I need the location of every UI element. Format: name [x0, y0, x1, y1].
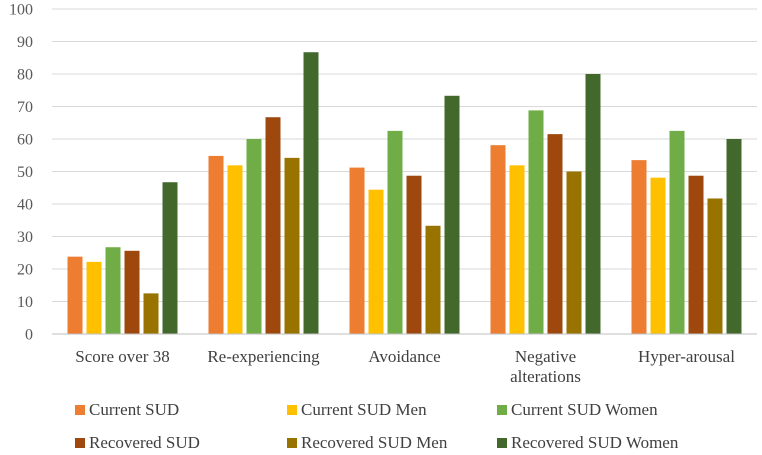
y-tick-label: 70 — [17, 99, 33, 116]
y-tick-label: 60 — [17, 132, 33, 149]
bar-current-sud-men — [650, 177, 666, 334]
y-tick-label: 0 — [25, 327, 33, 344]
y-tick-label: 80 — [17, 67, 33, 84]
y-tick-label: 50 — [17, 164, 33, 181]
bar-current-sud — [490, 145, 506, 334]
y-tick-label: 10 — [17, 294, 33, 311]
legend-swatch — [287, 405, 297, 415]
bar-current-sud — [631, 160, 647, 334]
bar-recovered-sud-women — [303, 52, 319, 334]
bar-recovered-sud — [124, 250, 140, 334]
category-label: Hyper-arousal — [638, 347, 735, 366]
bar-current-sud — [67, 256, 83, 334]
bar-recovered-sud — [688, 175, 704, 334]
bar-recovered-sud-men — [566, 171, 582, 334]
bar-current-sud-men — [509, 165, 525, 334]
bar-current-sud-women — [387, 130, 403, 334]
y-tick-label: 40 — [17, 197, 33, 214]
bar-recovered-sud — [406, 175, 422, 334]
bar-recovered-sud-men — [707, 198, 723, 334]
category-label: Score over 38 — [75, 347, 169, 366]
legend-swatch — [497, 438, 507, 448]
y-tick-label: 30 — [17, 229, 33, 246]
legend: Current SUD Current SUD Men Current SUD Wo… — [75, 400, 679, 452]
bar-recovered-sud-women — [726, 139, 742, 334]
bar-recovered-sud-men — [143, 293, 159, 334]
category-label: Avoidance — [368, 347, 440, 366]
legend-label: Current SUD — [89, 400, 179, 419]
bar-current-sud-men — [368, 189, 384, 334]
bar-recovered-sud-men — [425, 225, 441, 334]
bar-recovered-sud-men — [284, 157, 300, 334]
legend-swatch — [75, 405, 85, 415]
legend-label: Current SUD Men — [301, 400, 427, 419]
category-labels: Score over 38 Re-experiencing Avoidance Neg… — [75, 347, 735, 386]
bar-recovered-sud-women — [585, 74, 601, 334]
bar-current-sud-women — [669, 130, 685, 334]
bar-current-sud-women — [246, 139, 262, 334]
category-label: Re-experiencing — [207, 347, 320, 366]
legend-swatch — [287, 438, 297, 448]
bar-current-sud — [208, 155, 224, 334]
bar-recovered-sud-women — [162, 182, 178, 334]
bar-recovered-sud-women — [444, 95, 460, 335]
bar-current-sud-women — [528, 110, 544, 335]
category-label: Negative — [515, 347, 576, 366]
y-tick-label: 20 — [17, 262, 33, 279]
y-tick-label: 90 — [17, 34, 33, 51]
y-tick-label: 100 — [9, 2, 33, 19]
bar-recovered-sud — [547, 134, 563, 334]
bar-current-sud-men — [86, 261, 102, 334]
legend-swatch — [75, 438, 85, 448]
category-label: alterations — [510, 367, 581, 386]
y-axis-ticks: 0 10 20 30 40 50 60 70 80 90 100 — [9, 2, 33, 344]
bar-current-sud-men — [227, 165, 243, 334]
bar-current-sud — [349, 167, 365, 334]
bar-current-sud-women — [105, 247, 121, 334]
bar-recovered-sud — [265, 117, 281, 334]
legend-label: Recovered SUD — [89, 433, 200, 452]
legend-label: Recovered SUD Men — [301, 433, 448, 452]
legend-label: Current SUD Women — [511, 400, 658, 419]
bars — [67, 52, 742, 335]
legend-label: Recovered SUD Women — [511, 433, 679, 452]
legend-swatch — [497, 405, 507, 415]
